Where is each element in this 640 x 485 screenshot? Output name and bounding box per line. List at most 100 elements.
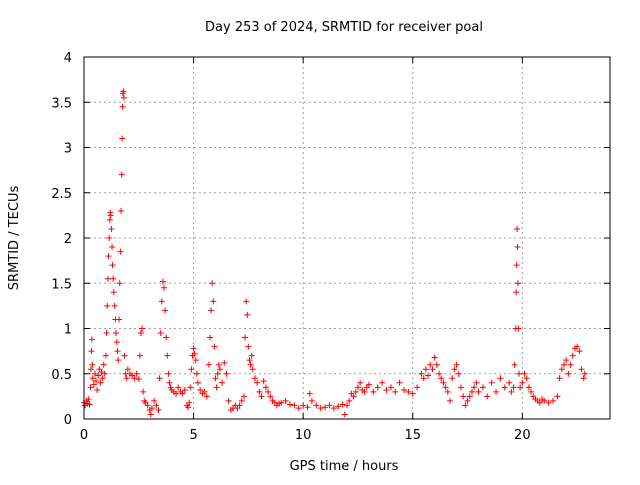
data-point xyxy=(248,352,255,359)
x-tick-label: 15 xyxy=(404,428,421,443)
data-point xyxy=(528,388,535,395)
data-point xyxy=(350,393,357,400)
x-axis-label: GPS time / hours xyxy=(290,459,399,474)
data-point xyxy=(550,397,557,404)
data-point xyxy=(185,404,192,411)
data-point xyxy=(139,325,146,332)
data-point xyxy=(91,370,98,377)
data-point xyxy=(420,375,427,382)
data-point xyxy=(107,212,114,219)
data-point xyxy=(249,366,256,373)
y-tick-label: 2.5 xyxy=(51,187,72,202)
data-point xyxy=(387,384,394,391)
data-point xyxy=(116,280,123,287)
y-tick-label: 2 xyxy=(64,232,72,247)
data-point xyxy=(352,388,359,395)
data-point xyxy=(436,370,443,377)
data-point xyxy=(383,387,390,394)
data-point xyxy=(545,399,552,406)
data-point xyxy=(400,387,407,394)
data-point xyxy=(346,397,353,404)
data-point xyxy=(536,399,543,406)
data-point xyxy=(124,366,131,373)
data-point xyxy=(265,388,272,395)
data-point xyxy=(251,375,258,382)
data-point xyxy=(488,379,495,386)
data-point xyxy=(103,330,110,337)
data-point xyxy=(361,388,368,395)
data-point xyxy=(188,366,195,373)
data-point xyxy=(89,375,96,382)
data-point xyxy=(581,370,588,377)
data-point xyxy=(300,402,307,409)
data-point xyxy=(99,375,106,382)
data-point xyxy=(175,384,182,391)
data-point xyxy=(115,357,122,364)
data-point xyxy=(236,402,243,409)
data-point xyxy=(162,307,169,314)
data-point xyxy=(431,354,438,361)
data-point xyxy=(242,334,249,341)
data-point xyxy=(144,402,151,409)
data-point xyxy=(89,361,96,368)
data-point xyxy=(484,393,491,400)
data-point xyxy=(521,370,528,377)
y-tick-label: 0 xyxy=(64,413,72,428)
data-point xyxy=(203,393,210,400)
data-point xyxy=(179,390,186,397)
data-point xyxy=(112,330,119,337)
data-point xyxy=(151,397,158,404)
data-point xyxy=(88,348,95,355)
x-tick-label: 0 xyxy=(80,428,88,443)
data-point xyxy=(414,384,421,391)
data-point xyxy=(131,375,138,382)
data-point xyxy=(119,135,126,142)
data-point xyxy=(451,366,458,373)
data-point xyxy=(155,406,162,413)
data-point xyxy=(153,402,160,409)
data-point xyxy=(163,334,170,341)
y-tick-label: 3 xyxy=(64,142,72,157)
data-point xyxy=(118,171,125,178)
data-point xyxy=(444,388,451,395)
data-point xyxy=(278,399,285,406)
data-point xyxy=(193,370,200,377)
data-point xyxy=(137,330,144,337)
data-point xyxy=(93,377,100,384)
data-point xyxy=(258,393,265,400)
data-point xyxy=(245,343,252,350)
x-tick-label: 10 xyxy=(295,428,312,443)
x-tick-label: 5 xyxy=(189,428,197,443)
data-point xyxy=(105,253,112,260)
data-point xyxy=(508,388,515,395)
data-point xyxy=(158,298,165,305)
data-point xyxy=(164,352,171,359)
data-point xyxy=(515,325,522,332)
data-point xyxy=(94,387,101,394)
data-point xyxy=(140,388,147,395)
data-point xyxy=(565,370,572,377)
data-point xyxy=(209,280,216,287)
data-point xyxy=(475,388,482,395)
data-point xyxy=(471,384,478,391)
data-point xyxy=(120,94,127,101)
data-point xyxy=(212,375,219,382)
chart-title: Day 253 of 2024, SRMTID for receiver poa… xyxy=(205,20,483,35)
data-point xyxy=(133,370,140,377)
data-point xyxy=(422,366,429,373)
data-point xyxy=(453,361,460,368)
data-point xyxy=(501,384,508,391)
data-point xyxy=(216,366,223,373)
data-point xyxy=(119,103,126,110)
data-point xyxy=(123,375,130,382)
data-point xyxy=(341,411,348,418)
data-point xyxy=(291,402,298,409)
data-point xyxy=(165,370,172,377)
data-point xyxy=(190,345,197,352)
data-point xyxy=(339,401,346,408)
data-point xyxy=(243,298,250,305)
data-point xyxy=(447,397,454,404)
data-point xyxy=(223,370,230,377)
data-point xyxy=(104,275,111,282)
data-point xyxy=(238,397,245,404)
